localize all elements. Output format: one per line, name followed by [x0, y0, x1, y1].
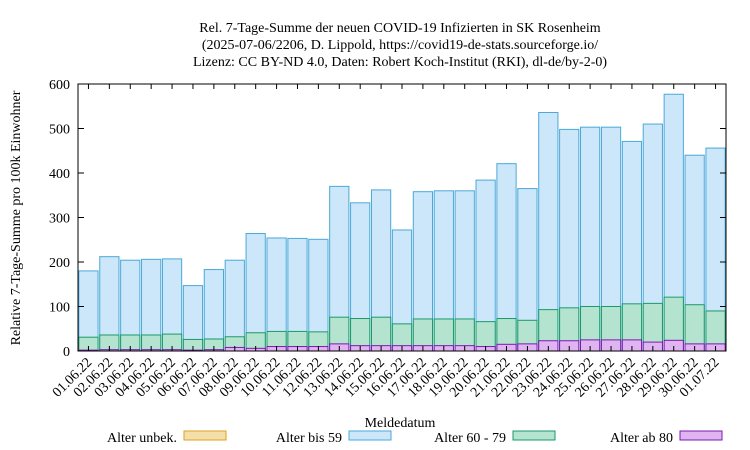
- y-tick-label: 300: [49, 212, 70, 227]
- y-tick-label: 400: [49, 167, 70, 182]
- legend: Alter unbek. Alter bis 59 Alter 60 - 79 Alt…: [107, 430, 723, 446]
- legend-swatch-alter-60-79: [512, 430, 556, 441]
- x-axis-label: Meldedatum: [365, 416, 436, 431]
- legend-swatch-alter-ab-80: [679, 430, 723, 441]
- y-tick-label: 100: [49, 301, 70, 316]
- legend-label-alter-bis-59: Alter bis 59: [276, 431, 342, 446]
- bars-layer: [78, 93, 726, 352]
- y-tick-label: 500: [49, 123, 70, 138]
- legend-label-alter-unbek-: Alter unbek.: [107, 431, 177, 446]
- chart-title-line-1: Rel. 7-Tage-Summe der neuen COVID-19 Inf…: [199, 21, 601, 36]
- legend-label-alter-ab-80: Alter ab 80: [610, 431, 673, 446]
- legend-swatch-alter-unbek-: [183, 430, 227, 441]
- legend-swatch-alter-bis-59: [348, 430, 392, 441]
- chart-title-line-2: (2025-07-06/2206, D. Lippold, https://co…: [202, 38, 598, 53]
- y-tick-label: 0: [63, 345, 70, 360]
- chart-title-line-3: Lizenz: CC BY-ND 4.0, Daten: Robert Koch…: [193, 55, 607, 70]
- y-axis-label: Relative 7-Tage-Summe pro 100k Einwohner: [9, 90, 24, 345]
- legend-label-alter-60-79: Alter 60 - 79: [434, 431, 506, 446]
- y-tick-label: 200: [49, 256, 70, 271]
- y-tick-label: 600: [49, 78, 70, 93]
